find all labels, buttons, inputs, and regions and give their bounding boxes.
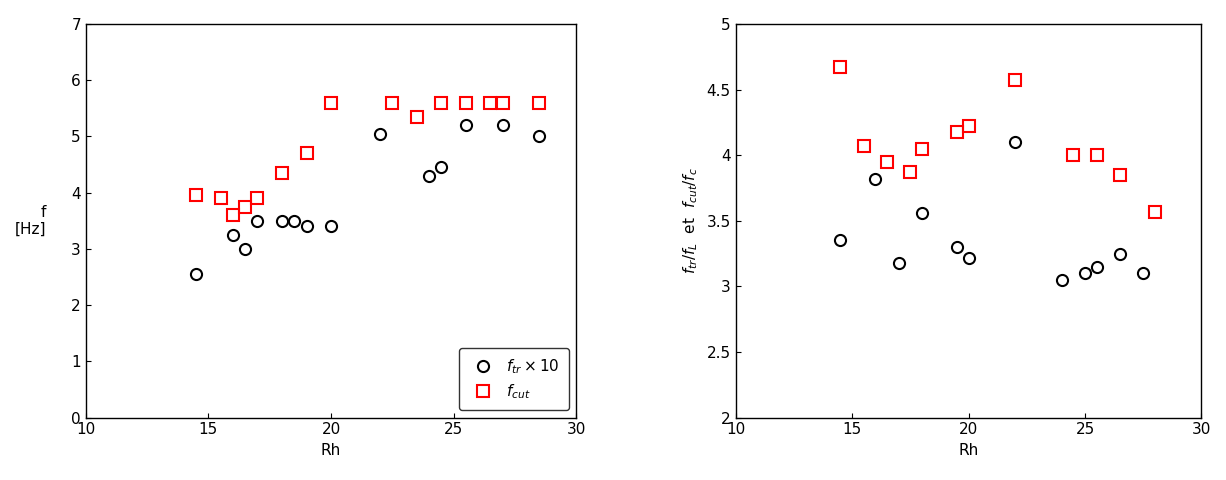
- X-axis label: Rh: Rh: [959, 443, 978, 458]
- Y-axis label: f
[Hz]: f [Hz]: [15, 204, 47, 237]
- Legend: $f_{tr} \times 10$, $f_{cut}$: $f_{tr} \times 10$, $f_{cut}$: [459, 348, 569, 410]
- Y-axis label: $f_{tr} / f_L$  et  $f_{cut} / f_c$: $f_{tr} / f_L$ et $f_{cut} / f_c$: [680, 168, 700, 274]
- X-axis label: Rh: Rh: [321, 443, 341, 458]
